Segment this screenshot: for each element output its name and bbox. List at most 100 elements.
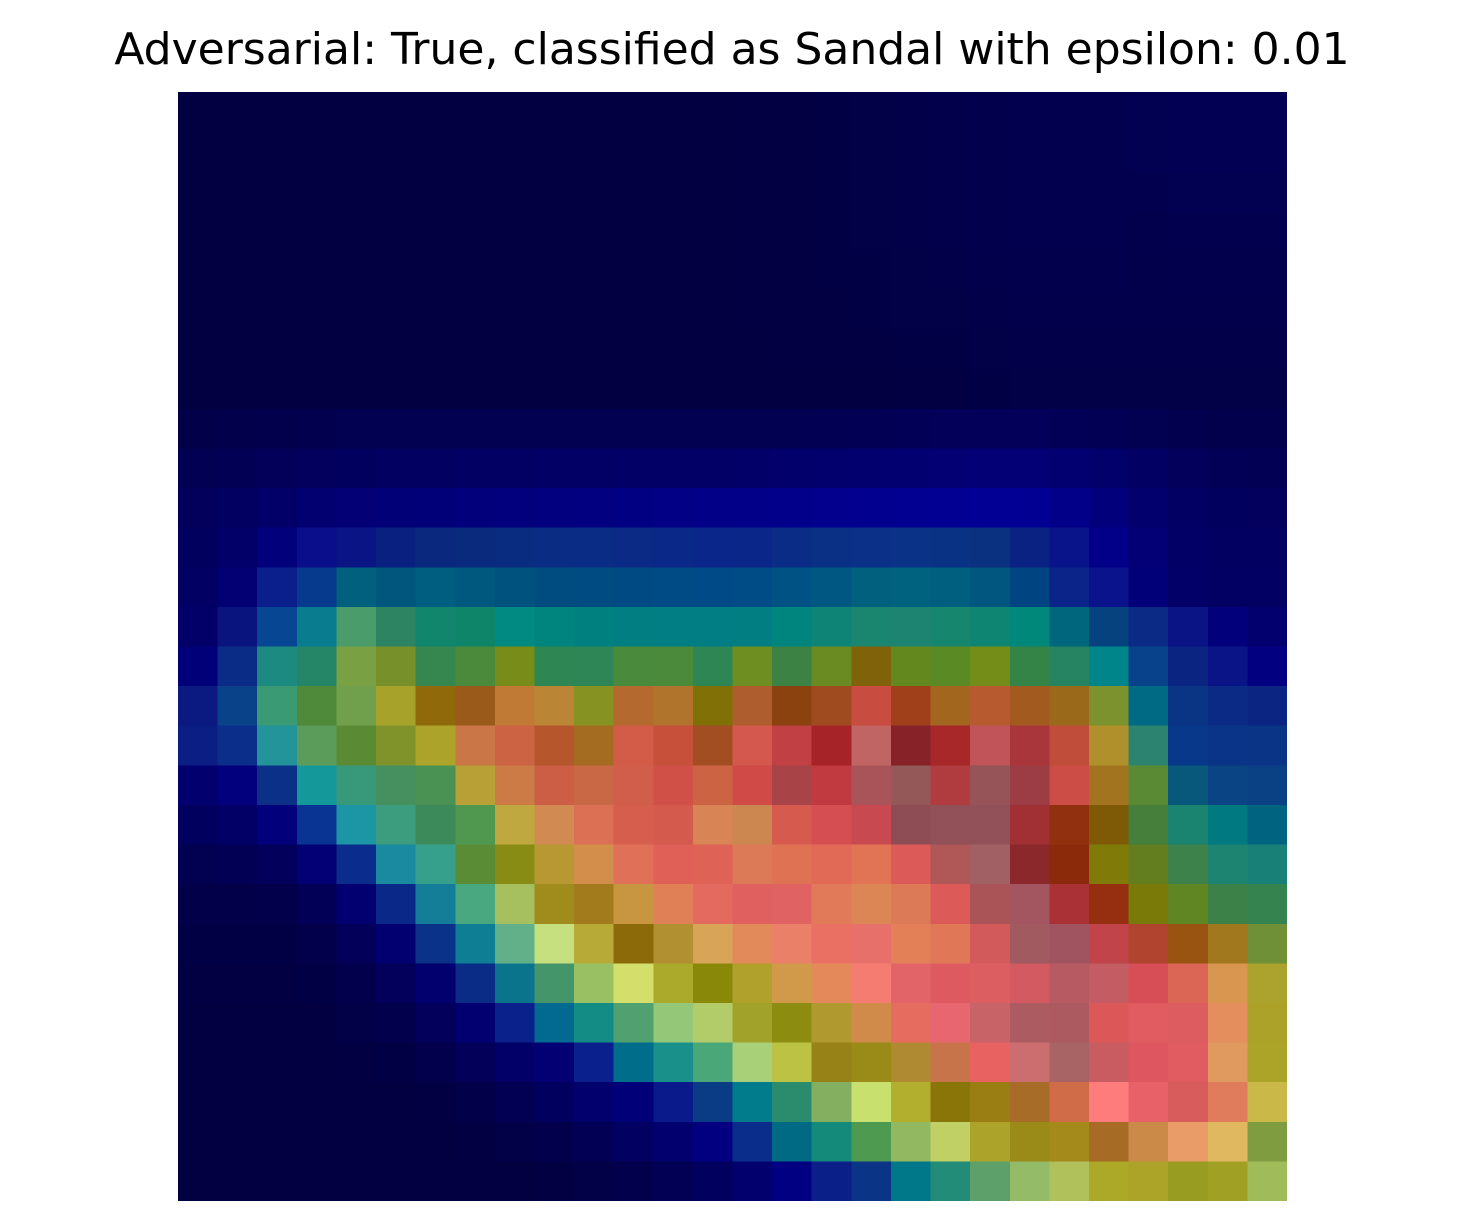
heatmap-cell — [930, 923, 971, 964]
heatmap-cell — [257, 646, 298, 687]
heatmap-cell — [1009, 210, 1050, 252]
heatmap-cell — [930, 963, 971, 1004]
heatmap-cell — [455, 884, 496, 925]
heatmap-cell — [1247, 210, 1287, 252]
heatmap-cell — [494, 329, 536, 370]
heatmap-cell — [217, 92, 258, 133]
heatmap-cell — [257, 844, 298, 885]
heatmap-cell — [890, 646, 932, 687]
heatmap-cell — [970, 1002, 1011, 1044]
heatmap-cell — [257, 408, 298, 450]
heatmap-cell — [970, 1121, 1011, 1162]
heatmap-cell — [1088, 606, 1130, 648]
heatmap-cell — [653, 1161, 694, 1201]
heatmap-cell — [574, 171, 615, 212]
heatmap-cell — [613, 527, 654, 568]
heatmap-cell — [494, 1082, 536, 1123]
heatmap-cell — [970, 646, 1011, 687]
heatmap-cell — [970, 527, 1011, 568]
heatmap-cell — [653, 250, 694, 291]
heatmap-cell — [653, 725, 694, 766]
heatmap-cell — [257, 884, 298, 925]
heatmap-cell — [296, 884, 338, 925]
heatmap-cell — [890, 448, 932, 489]
heatmap-cell — [772, 606, 813, 648]
heatmap-cell — [970, 1161, 1011, 1201]
heatmap-cell — [653, 765, 694, 806]
heatmap-cell — [415, 1121, 456, 1162]
heatmap-cell — [970, 408, 1011, 450]
heatmap-cell — [1168, 1042, 1209, 1083]
heatmap-cell — [494, 646, 536, 687]
heatmap-cell — [415, 1082, 456, 1123]
heatmap-cell — [732, 686, 773, 727]
heatmap-cell — [851, 646, 892, 687]
heatmap-cell — [1049, 686, 1090, 727]
heatmap-cell — [930, 606, 971, 648]
heatmap-cell — [1247, 369, 1287, 410]
heatmap-cell — [1207, 250, 1248, 291]
heatmap-cell — [296, 1002, 338, 1044]
chart-title: Adversarial: True, classified as Sandal … — [114, 24, 1350, 75]
heatmap-cell — [1247, 725, 1287, 766]
heatmap-cell — [574, 329, 615, 370]
heatmap-cell — [257, 686, 298, 727]
heatmap-cell — [851, 884, 892, 925]
heatmap-cell — [1009, 131, 1050, 172]
heatmap-cell — [692, 131, 734, 172]
heatmap-cell — [930, 290, 971, 331]
heatmap-cell — [1088, 646, 1130, 687]
heatmap-cell — [1247, 804, 1287, 846]
heatmap-cell — [613, 369, 654, 410]
heatmap-cell — [494, 131, 536, 172]
heatmap-cell — [732, 527, 773, 568]
heatmap-cell — [653, 210, 694, 252]
heatmap-cell — [1168, 567, 1209, 608]
heatmap-cell — [1168, 1161, 1209, 1201]
heatmap-cell — [415, 171, 456, 212]
heatmap-cell — [336, 408, 377, 450]
heatmap-cell — [534, 606, 575, 648]
heatmap-cell — [772, 171, 813, 212]
heatmap-cell — [613, 408, 654, 450]
heatmap-cell — [772, 488, 813, 529]
heatmap-cell — [296, 171, 338, 212]
heatmap-cell — [890, 210, 932, 252]
heatmap-cell — [1247, 606, 1287, 648]
heatmap-cell — [851, 408, 892, 450]
heatmap-cell — [455, 210, 496, 252]
heatmap-cell — [455, 171, 496, 212]
heatmap-cell — [732, 488, 773, 529]
heatmap-cell — [217, 1082, 258, 1123]
heatmap-cell — [1247, 646, 1287, 687]
heatmap-cell — [376, 963, 417, 1004]
heatmap-cell — [455, 804, 496, 846]
heatmap-cell — [811, 171, 852, 212]
heatmap-cell — [772, 92, 813, 133]
heatmap-cell — [257, 448, 298, 489]
heatmap-cell — [534, 567, 575, 608]
heatmap-cell — [1049, 1121, 1090, 1162]
heatmap-cell — [692, 1121, 734, 1162]
heatmap-cell — [811, 963, 852, 1004]
heatmap-cell — [217, 963, 258, 1004]
heatmap-cell — [217, 567, 258, 608]
heatmap-cell — [257, 1161, 298, 1201]
heatmap-cell — [1128, 804, 1169, 846]
heatmap-cell — [415, 92, 456, 133]
heatmap-cell — [574, 567, 615, 608]
heatmap-cell — [653, 1121, 694, 1162]
heatmap-cell — [574, 844, 615, 885]
heatmap-cell — [692, 1042, 734, 1083]
heatmap-cell — [296, 210, 338, 252]
heatmap-cell — [455, 369, 496, 410]
heatmap-cell — [336, 646, 377, 687]
heatmap-cell — [890, 686, 932, 727]
heatmap-cell — [1088, 686, 1130, 727]
heatmap-cell — [772, 329, 813, 370]
heatmap-cell — [1128, 1042, 1169, 1083]
heatmap-cell — [1207, 884, 1248, 925]
heatmap-cell — [296, 448, 338, 489]
heatmap-cell — [178, 329, 219, 370]
